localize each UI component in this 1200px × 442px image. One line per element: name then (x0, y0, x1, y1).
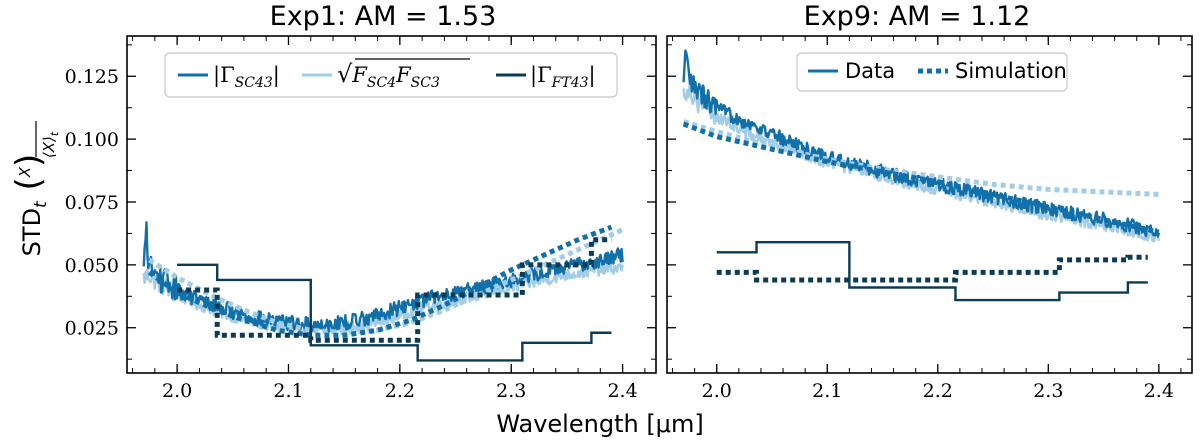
legend-label-data: Data (845, 59, 895, 83)
y-label-main: STD (18, 208, 46, 256)
series-ft43-line (716, 241, 1148, 302)
x-tick-label: 2.2 (923, 380, 953, 402)
x-tick-label: 2.1 (812, 380, 842, 402)
y-tick-label: 0.075 (65, 192, 119, 214)
x-tick-label: 2.1 (273, 380, 303, 402)
x-tick-label: 2.3 (1033, 380, 1063, 402)
legend-label-ft43: |ΓFT43| (530, 63, 596, 91)
series-ft43-line (177, 263, 612, 362)
x-tick-label: 2.2 (385, 380, 415, 402)
plot-area (682, 49, 1161, 302)
series-ft43_sim-line (177, 237, 612, 343)
legend: Data Simulation (796, 52, 1068, 92)
y-tick-label: 0.025 (65, 318, 119, 340)
series-sqrt_sim-line (682, 119, 1159, 197)
y-label-sub: t (31, 200, 51, 208)
panel-title-right: Exp9: AM = 1.12 (804, 1, 1031, 32)
series-ft43_sim-line (716, 254, 1148, 283)
x-tick-label: 2.0 (702, 380, 732, 402)
x-tick-label: 2.3 (496, 380, 526, 402)
axes-frame (126, 35, 657, 374)
panel-exp1: 2.0 2.1 2.2 2.3 2.4 0.025 0.050 0.075 0.100 0.125… (65, 35, 657, 402)
legend-box (164, 52, 618, 98)
series-sqrt_sim-line (147, 227, 624, 336)
series-sc43_sim-line (682, 121, 1160, 235)
y-tick-label: 0.100 (65, 129, 119, 151)
panel-exp9: 2.0 2.1 2.2 2.3 2.4 Data Simulation (666, 35, 1193, 402)
legend-label-sqrt: √FSC4FSC3 (337, 60, 440, 91)
y-tick-label: 0.050 (65, 255, 119, 277)
svg-text:STDt (X): STDt (X) (9, 154, 51, 257)
axes-frame (666, 35, 1193, 374)
x-tick-label: 2.0 (162, 380, 192, 402)
legend-label-simulation: Simulation (955, 59, 1067, 83)
svg-text:⟨X⟩t: ⟨X⟩t (40, 131, 61, 158)
y-axis-label: STDt (X) ⟨X⟩t (9, 121, 61, 256)
y-label-frac-num: X (16, 166, 34, 178)
x-tick-label: 2.4 (607, 380, 637, 402)
legend: |ΓSC43| √FSC4FSC3 |ΓFT43| (164, 52, 618, 98)
x-tick-label: 2.4 (1144, 380, 1174, 402)
x-axis-label: Wavelength [μm] (496, 410, 703, 438)
y-tick-label: 0.125 (65, 66, 119, 88)
panel-title-left: Exp1: AM = 1.53 (270, 1, 497, 32)
plot-area (142, 221, 624, 362)
y-label-frac-den: ⟨X⟩ (40, 136, 58, 158)
y-label-frac-den-sub: t (48, 131, 61, 136)
legend-label-sc43: |ΓSC43| (213, 63, 280, 91)
series-sc43_sim-line (147, 224, 613, 338)
